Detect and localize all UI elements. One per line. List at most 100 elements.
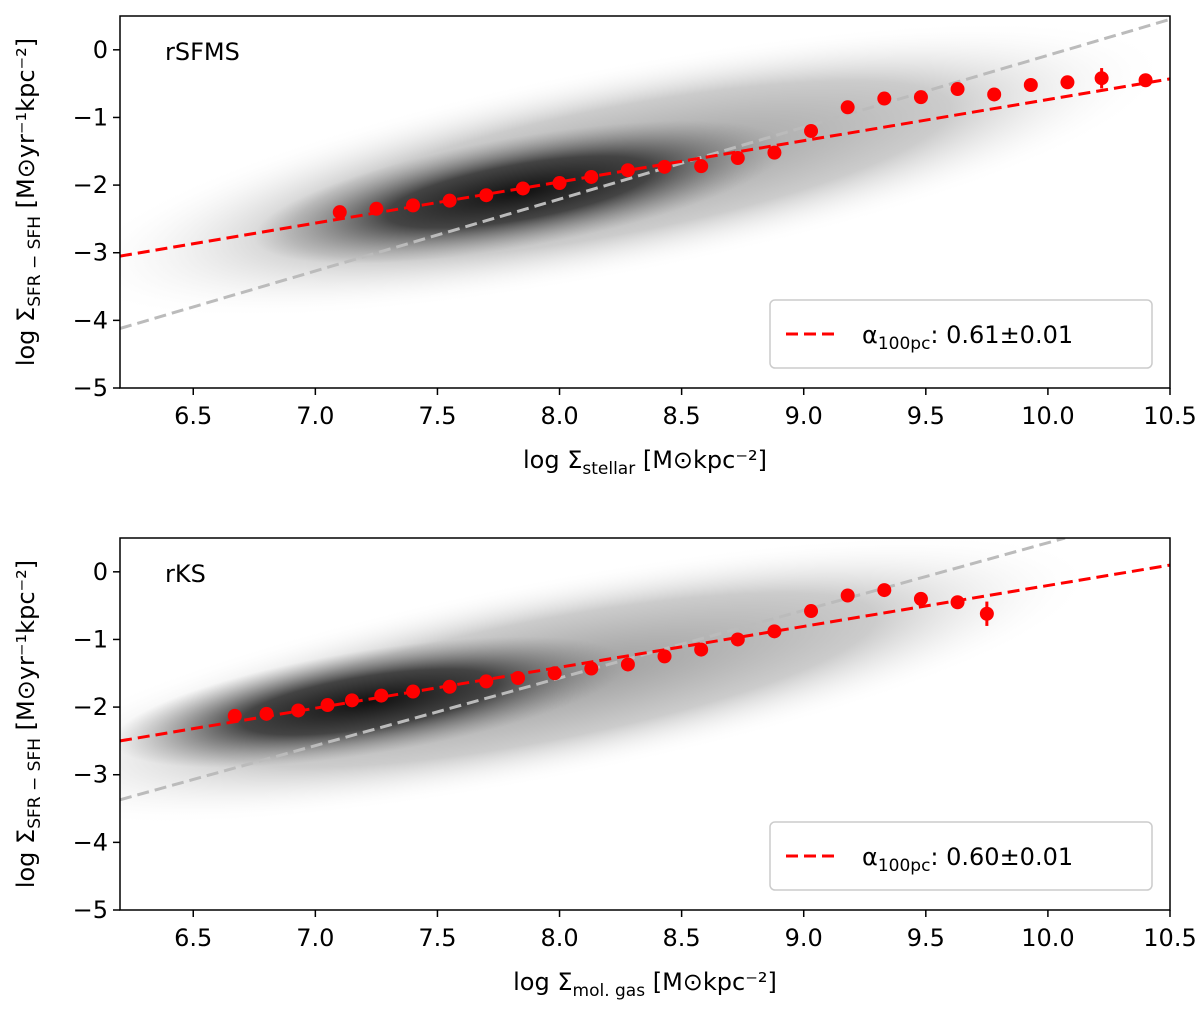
y-axis-label-main: log Σ <box>12 307 40 366</box>
data-point <box>979 606 994 621</box>
density-cloud <box>120 538 1096 826</box>
data-point <box>291 703 306 718</box>
y-axis-label-unit: [M⊙yr⁻¹kpc⁻²] <box>12 38 40 216</box>
x-tick-label: 7.5 <box>418 402 456 430</box>
plot-area <box>120 538 1170 802</box>
y-axis-label-sub: SFR − SFH <box>25 216 45 307</box>
legend-label-unit: : 0.61±0.01 <box>930 321 1073 349</box>
x-axis-label-sub: stellar <box>582 459 635 479</box>
data-point <box>877 91 892 106</box>
data-point <box>987 87 1002 102</box>
y-tick-label: −5 <box>73 896 108 924</box>
fit-line <box>120 77 1170 258</box>
panel-label: rKS <box>165 560 206 588</box>
data-point <box>950 595 965 610</box>
y-tick-label: −2 <box>73 171 108 199</box>
data-point <box>259 706 274 721</box>
data-point <box>840 100 855 115</box>
data-point <box>584 661 599 676</box>
data-point <box>479 188 494 203</box>
data-point <box>694 159 709 174</box>
x-tick-label: 10.5 <box>1143 924 1196 952</box>
data-point <box>913 90 928 105</box>
data-point <box>406 684 421 699</box>
y-axis-label-main: log Σ <box>12 829 40 888</box>
data-point <box>657 159 672 174</box>
data-point <box>515 181 530 196</box>
data-point <box>332 205 347 220</box>
x-tick-label: 6.5 <box>174 924 212 952</box>
legend-label: α100pc: 0.60±0.01 <box>862 843 1073 876</box>
x-axis-label: log Σstellar [M⊙kpc⁻²] <box>523 446 767 479</box>
x-tick-label: 9.0 <box>785 924 823 952</box>
panel-label: rSFMS <box>165 38 240 66</box>
data-point <box>950 82 965 97</box>
data-point <box>840 588 855 603</box>
legend-box <box>769 821 1153 891</box>
y-tick-label: 0 <box>93 558 108 586</box>
x-tick-label: 9.5 <box>907 402 945 430</box>
x-tick-label: 8.5 <box>663 924 701 952</box>
data-point <box>406 198 421 213</box>
x-axis-label-main: log Σ <box>523 446 582 474</box>
data-point <box>344 693 359 708</box>
x-tick-label: 8.0 <box>540 402 578 430</box>
data-point <box>620 657 635 672</box>
x-tick-label: 9.5 <box>907 924 945 952</box>
y-axis-label-sub: SFR − SFH <box>25 738 45 829</box>
data-point <box>552 176 567 191</box>
data-point <box>694 642 709 657</box>
data-point <box>227 708 242 723</box>
legend-label-sub: 100pc <box>878 334 931 354</box>
x-tick-label: 9.0 <box>785 402 823 430</box>
x-axis-label-unit: [M⊙kpc⁻²] <box>635 446 767 474</box>
data-point <box>320 698 335 713</box>
data-point <box>374 688 389 703</box>
data-point <box>479 674 494 689</box>
x-tick-label: 7.0 <box>296 402 334 430</box>
legend-label-main: α <box>862 321 878 349</box>
data-point <box>547 666 562 681</box>
axes-frame <box>119 537 1171 911</box>
data-point <box>1060 75 1075 90</box>
x-tick-label: 10.0 <box>1021 402 1074 430</box>
x-tick-label: 7.5 <box>418 924 456 952</box>
y-tick-label: −1 <box>73 103 108 131</box>
fit-line <box>120 17 1170 330</box>
data-point <box>804 123 819 138</box>
x-axis-label: log Σmol. gas [M⊙kpc⁻²] <box>513 968 777 1001</box>
data-point <box>730 632 745 647</box>
data-point <box>657 649 672 664</box>
legend-box <box>769 299 1153 369</box>
x-tick-label: 8.5 <box>663 402 701 430</box>
x-tick-label: 10.5 <box>1143 402 1196 430</box>
y-tick-label: 0 <box>93 36 108 64</box>
data-point <box>442 679 457 694</box>
y-tick-label: −4 <box>73 306 108 334</box>
legend-label-main: α <box>862 843 878 871</box>
legend-label-unit: : 0.60±0.01 <box>930 843 1073 871</box>
data-point <box>767 624 782 639</box>
data-point <box>1094 71 1109 86</box>
x-axis-label-sub: mol. gas <box>573 981 646 1001</box>
x-tick-label: 7.0 <box>296 924 334 952</box>
data-point <box>620 163 635 178</box>
data-point <box>877 583 892 598</box>
data-point <box>804 604 819 619</box>
data-point <box>730 151 745 166</box>
data-point <box>913 591 928 606</box>
x-tick-label: 6.5 <box>174 402 212 430</box>
data-point <box>1138 73 1153 88</box>
fit-line <box>120 563 1170 743</box>
y-axis-label: log ΣSFR − SFH [M⊙yr⁻¹kpc⁻²] <box>12 38 45 366</box>
y-tick-label: −2 <box>73 693 108 721</box>
data-point <box>1023 77 1038 92</box>
y-tick-label: −3 <box>73 239 108 267</box>
x-axis-label-unit: [M⊙kpc⁻²] <box>645 968 777 996</box>
y-tick-label: −3 <box>73 761 108 789</box>
y-axis-label: log ΣSFR − SFH [M⊙yr⁻¹kpc⁻²] <box>12 560 45 888</box>
x-axis-label-main: log Σ <box>513 968 572 996</box>
legend-label: α100pc: 0.61±0.01 <box>862 321 1073 354</box>
data-point <box>442 193 457 208</box>
legend-label-sub: 100pc <box>878 856 931 876</box>
